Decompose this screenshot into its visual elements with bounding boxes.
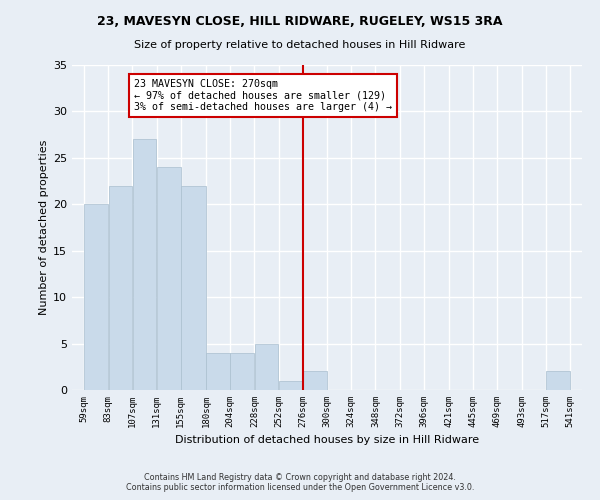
Bar: [133, 140, 157, 390]
X-axis label: Distribution of detached houses by size in Hill Ridware: Distribution of detached houses by size …: [175, 436, 479, 446]
Bar: [109, 186, 132, 390]
Bar: [303, 372, 327, 390]
Text: 23 MAVESYN CLOSE: 270sqm
← 97% of detached houses are smaller (129)
3% of semi-d: 23 MAVESYN CLOSE: 270sqm ← 97% of detach…: [134, 79, 392, 112]
Text: 23, MAVESYN CLOSE, HILL RIDWARE, RUGELEY, WS15 3RA: 23, MAVESYN CLOSE, HILL RIDWARE, RUGELEY…: [97, 15, 503, 28]
Bar: [254, 344, 278, 390]
Bar: [279, 380, 302, 390]
Bar: [206, 353, 230, 390]
Text: Size of property relative to detached houses in Hill Ridware: Size of property relative to detached ho…: [134, 40, 466, 50]
Text: Contains HM Land Registry data © Crown copyright and database right 2024.
Contai: Contains HM Land Registry data © Crown c…: [126, 473, 474, 492]
Y-axis label: Number of detached properties: Number of detached properties: [39, 140, 49, 315]
Bar: [181, 186, 206, 390]
Bar: [157, 167, 181, 390]
Bar: [85, 204, 108, 390]
Bar: [230, 353, 254, 390]
Bar: [546, 372, 569, 390]
